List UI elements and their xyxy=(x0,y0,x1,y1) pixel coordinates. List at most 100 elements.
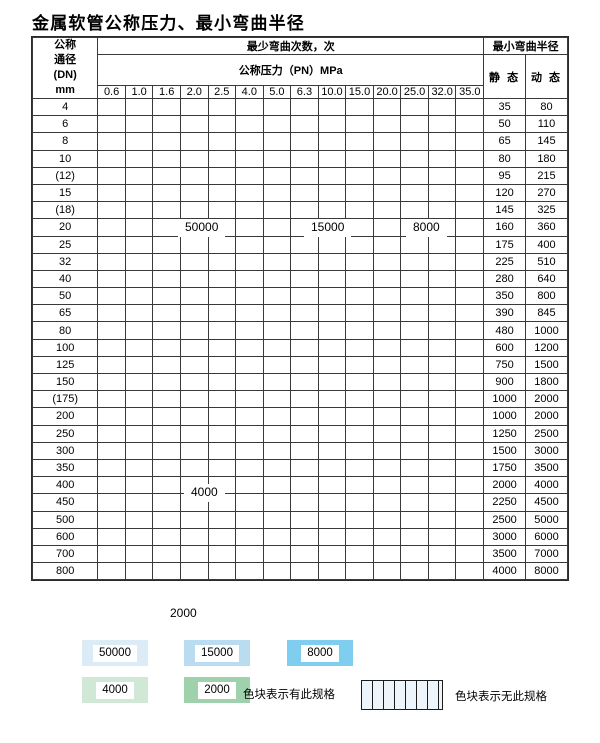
cell-nominal-diameter: 200 xyxy=(31,407,99,426)
cell-spec-b1 xyxy=(97,287,126,306)
cell-spec-b1 xyxy=(124,304,154,323)
cell-spec-b2 xyxy=(317,166,347,185)
cell-spec-g1 xyxy=(207,372,237,392)
cell-spec-b1 xyxy=(179,115,209,134)
cell-spec-b1 xyxy=(124,252,154,271)
cell-dynamic-radius: 110 xyxy=(525,115,568,134)
cell-spec-s0 xyxy=(455,510,485,529)
cell-spec-b1 xyxy=(179,304,209,323)
cell-dynamic-radius: 80 xyxy=(525,97,568,117)
cell-spec-b1 xyxy=(97,218,126,237)
header-pressure-col: 1.6 xyxy=(152,85,181,99)
cell-spec-g1 xyxy=(207,338,237,357)
cell-spec-s0 xyxy=(400,235,429,254)
cell-spec-s0 xyxy=(262,355,292,375)
table-row: 6 50 110 xyxy=(31,115,568,134)
cell-nominal-diameter: 40 xyxy=(31,269,99,289)
cell-spec-s0 xyxy=(427,132,457,151)
table-row: 400 2000 4000 xyxy=(31,476,568,495)
cell-spec-s0 xyxy=(372,252,402,271)
table-row: 8 65 145 xyxy=(31,132,568,151)
legend-chip: 2000 xyxy=(184,677,250,703)
cell-spec-b2 xyxy=(290,287,319,306)
cell-spec-b1 xyxy=(207,304,237,323)
cell-spec-g2 xyxy=(179,527,209,546)
cell-static-radius: 900 xyxy=(483,372,526,392)
cell-spec-b3 xyxy=(455,97,485,117)
spec-table-container: 公称 通径 (DN) mm 最少弯曲次数，次 最小弯曲半径 公称压力（PN）MP… xyxy=(31,36,569,623)
cell-spec-s0 xyxy=(455,149,485,168)
cell-nominal-diameter: 6 xyxy=(31,115,99,134)
cell-spec-s0 xyxy=(400,338,429,357)
cell-spec-s0 xyxy=(290,441,319,460)
cell-spec-b2 xyxy=(290,183,319,203)
cell-spec-g2 xyxy=(97,527,126,546)
table-row: 300 1500 3000 xyxy=(31,441,568,460)
cell-spec-s0 xyxy=(345,476,374,495)
cell-nominal-diameter: 500 xyxy=(31,510,99,529)
cell-spec-s0 xyxy=(290,372,319,392)
cell-spec-s0 xyxy=(345,441,374,460)
cell-spec-b1 xyxy=(97,149,126,168)
cell-spec-s0 xyxy=(345,338,374,357)
cell-spec-b1 xyxy=(124,132,154,151)
cell-spec-s0 xyxy=(427,166,457,185)
cell-spec-b1 xyxy=(152,149,181,168)
cell-spec-g1 xyxy=(235,355,264,375)
cell-spec-s0 xyxy=(372,441,402,460)
cell-spec-b2 xyxy=(262,252,292,271)
table-row: (175) 1000 2000 xyxy=(31,390,568,409)
legend-chip-label: 50000 xyxy=(93,644,137,662)
cell-spec-s0 xyxy=(290,527,319,546)
cell-spec-s0 xyxy=(455,424,485,443)
cell-dynamic-radius: 360 xyxy=(525,218,568,237)
cell-spec-s0 xyxy=(400,424,429,443)
cell-spec-s0 xyxy=(317,424,347,443)
cell-spec-s0 xyxy=(400,510,429,529)
cell-spec-g2 xyxy=(207,510,237,529)
cell-spec-s0 xyxy=(455,372,485,392)
cell-spec-s0 xyxy=(455,166,485,185)
cell-spec-g2 xyxy=(97,476,126,495)
cell-spec-b2 xyxy=(235,287,264,306)
cell-spec-b2 xyxy=(262,201,292,220)
cell-static-radius: 2500 xyxy=(483,510,526,529)
legend-chip-label: 15000 xyxy=(195,644,239,662)
cell-spec-b3 xyxy=(317,201,347,220)
cell-spec-s0 xyxy=(455,338,485,357)
cell-spec-b1 xyxy=(179,287,209,306)
cell-spec-s0 xyxy=(345,458,374,478)
cell-spec-g1 xyxy=(235,338,264,357)
cell-dynamic-radius: 510 xyxy=(525,252,568,271)
cell-spec-s0 xyxy=(372,235,402,254)
header-bend-count: 最少弯曲次数，次 xyxy=(97,37,485,55)
cell-nominal-diameter: 20 xyxy=(31,218,99,237)
table-row: (12) 95 215 xyxy=(31,166,568,185)
cell-spec-b1 xyxy=(97,201,126,220)
header-static: 静 态 xyxy=(483,54,526,99)
cell-spec-s0 xyxy=(345,321,374,340)
cell-spec-s0 xyxy=(427,562,457,581)
cell-spec-b2 xyxy=(235,115,264,134)
cell-spec-b1 xyxy=(97,304,126,323)
cell-dynamic-radius: 145 xyxy=(525,132,568,151)
cell-spec-b1 xyxy=(207,115,237,134)
cell-spec-b2 xyxy=(235,97,264,117)
cell-dynamic-radius: 3500 xyxy=(525,458,568,478)
cell-spec-g2 xyxy=(97,510,126,529)
callout-label: 15000 xyxy=(304,219,352,237)
cell-spec-s0 xyxy=(455,562,485,581)
cell-spec-b1 xyxy=(152,304,181,323)
cell-spec-b3 xyxy=(372,115,402,134)
cell-spec-g2 xyxy=(97,544,126,564)
cell-spec-s0 xyxy=(400,201,429,220)
cell-spec-b1 xyxy=(124,201,154,220)
header-row-3: 0.6 1.0 1.6 2.0 2.5 4.0 5.0 6.3 10.0 15.0 20.0 25.0… xyxy=(33,85,568,99)
table-row: 100 600 1200 xyxy=(31,338,568,357)
cell-spec-b1 xyxy=(97,183,126,203)
cell-spec-s0 xyxy=(455,201,485,220)
cell-dynamic-radius: 1800 xyxy=(525,372,568,392)
cell-spec-g1 xyxy=(152,355,181,375)
cell-spec-s0 xyxy=(427,269,457,289)
cell-spec-g1 xyxy=(97,390,126,409)
